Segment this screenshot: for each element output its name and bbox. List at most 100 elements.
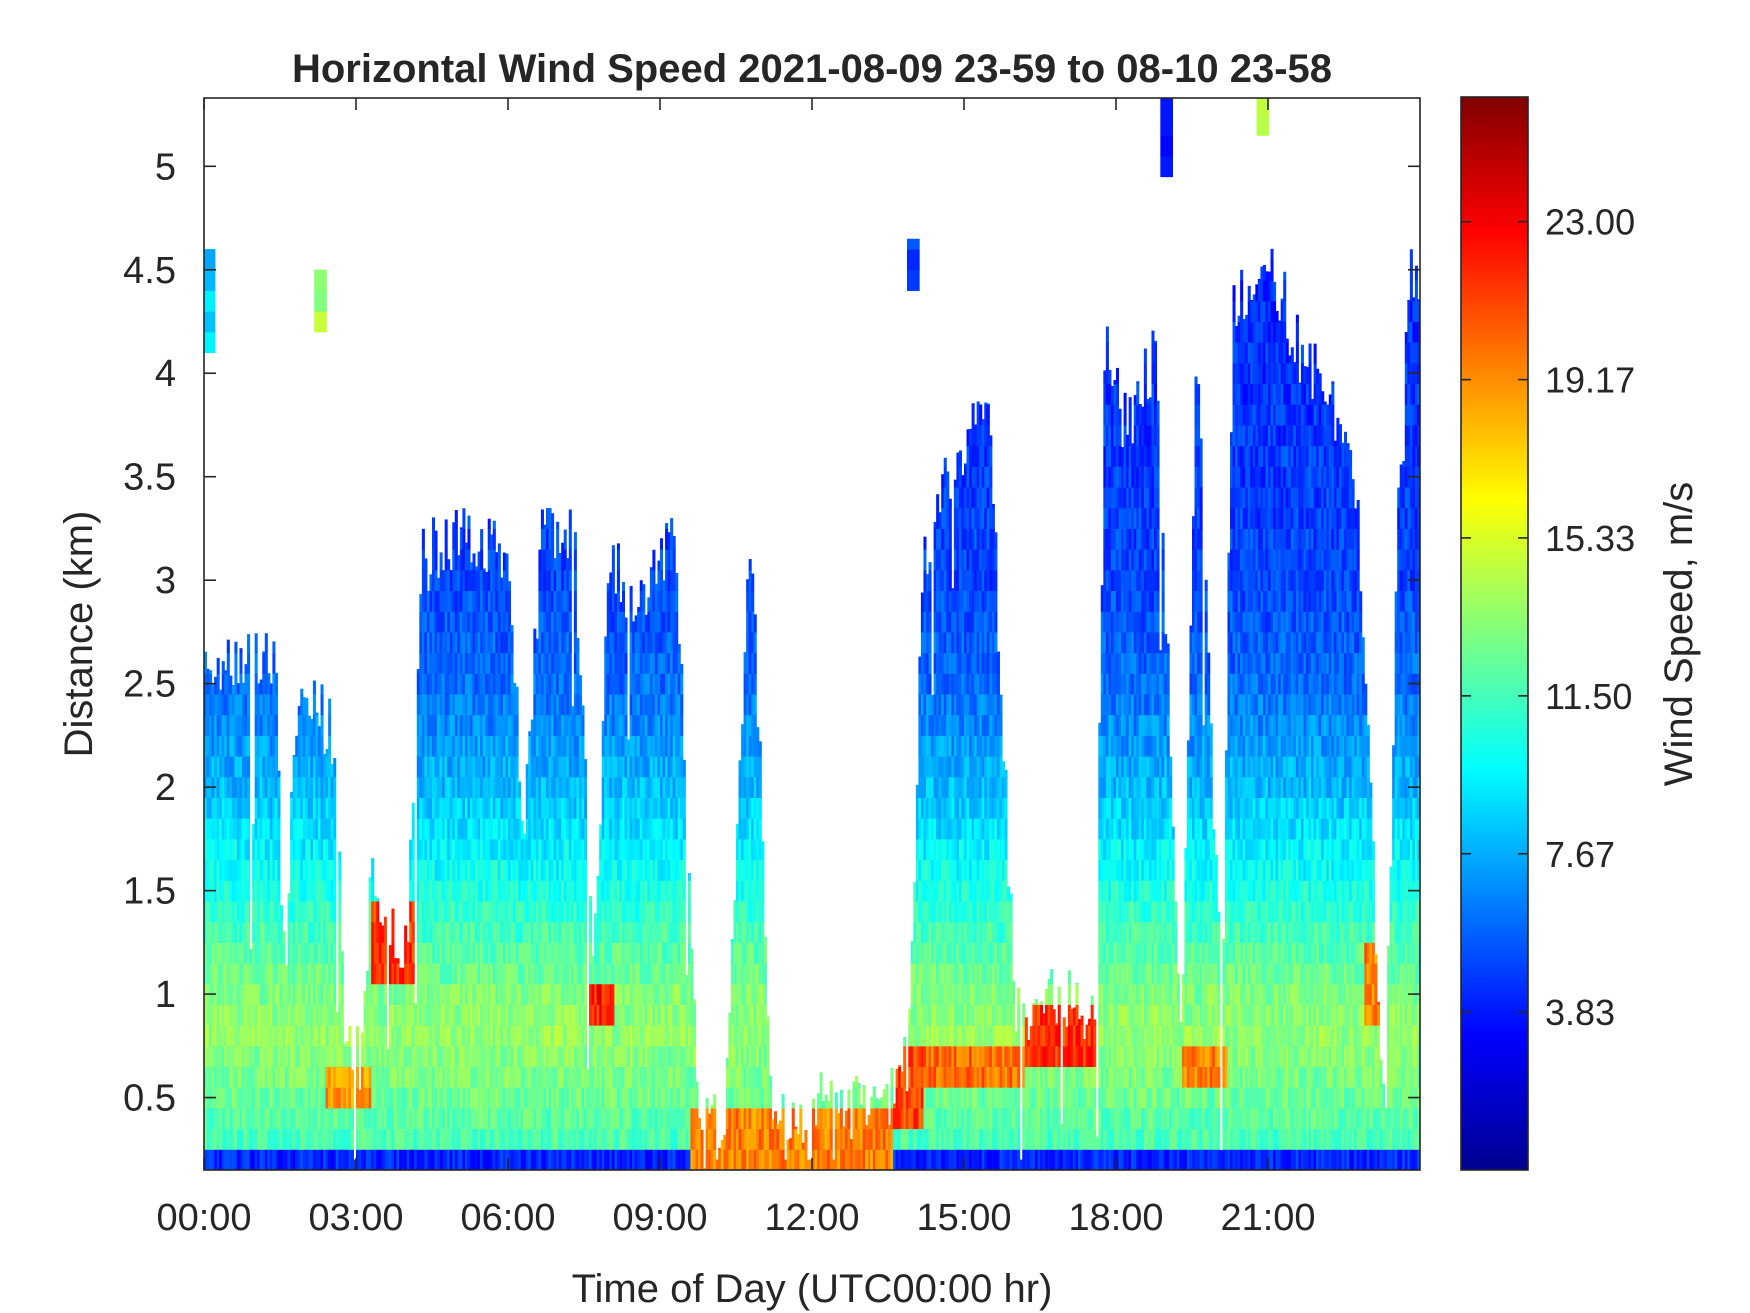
heatmap-cell [470, 652, 474, 674]
heatmap-cell [490, 652, 494, 674]
heatmap-cell [644, 880, 648, 902]
heatmap-cell [614, 963, 618, 985]
heatmap-cell [500, 880, 504, 902]
heatmap-cell [252, 859, 256, 881]
heatmap-cell [219, 838, 223, 861]
heatmap-cell [540, 735, 544, 757]
heatmap-cell [571, 942, 575, 964]
heatmap-cell [515, 686, 519, 695]
heatmap-cell [502, 921, 506, 943]
heatmap-cell [335, 1066, 339, 1088]
heatmap-cell [300, 1128, 304, 1150]
heatmap-cell [434, 673, 438, 695]
heatmap-cell [325, 859, 329, 881]
heatmap-cell [502, 1149, 506, 1170]
heatmap-cell [475, 1087, 479, 1109]
heatmap-cell [477, 756, 481, 778]
heatmap-cell [434, 963, 438, 985]
heatmap-cell [274, 735, 278, 757]
heatmap-cell [404, 925, 408, 943]
heatmap-cell [505, 880, 509, 902]
heatmap-cell [644, 983, 648, 1005]
heatmap-cell [492, 652, 496, 674]
heatmap-cell [490, 983, 494, 1005]
heatmap-cell [616, 963, 620, 985]
heatmap-cell [477, 1066, 481, 1088]
heatmap-cell [515, 1128, 519, 1150]
heatmap-cell [368, 1087, 372, 1109]
heatmap-cell [606, 900, 610, 923]
heatmap-cell [472, 673, 476, 695]
heatmap-cell [439, 1066, 443, 1088]
heatmap-cell [272, 714, 276, 736]
heatmap-cell [502, 673, 506, 695]
heatmap-cell [254, 859, 258, 881]
heatmap-cell [505, 611, 509, 633]
heatmap-cell [508, 590, 512, 612]
heatmap-cell [490, 611, 494, 633]
heatmap-cell [634, 942, 638, 964]
heatmap-cell [221, 1107, 225, 1130]
heatmap-cell [485, 611, 489, 633]
heatmap-cell [310, 921, 314, 943]
heatmap-cell [644, 652, 648, 674]
heatmap-cell [629, 859, 633, 881]
heatmap-cell [578, 1066, 582, 1088]
heatmap-cell [335, 1149, 339, 1170]
heatmap-cell [520, 963, 524, 985]
heatmap-cell [312, 818, 316, 840]
heatmap-cell [520, 859, 524, 881]
heatmap-cell [244, 1025, 248, 1047]
heatmap-cell [419, 735, 423, 757]
heatmap-cell [206, 668, 210, 674]
heatmap-cell [518, 859, 522, 881]
heatmap-cell [371, 858, 375, 861]
heatmap-cell [434, 1045, 438, 1068]
heatmap-cell [452, 838, 456, 861]
heatmap-cell [523, 833, 527, 840]
heatmap-cell [500, 714, 504, 736]
heatmap-cell [424, 838, 428, 861]
heatmap-cell [475, 900, 479, 923]
heatmap-cell [330, 838, 334, 861]
heatmap-cell [520, 1149, 524, 1170]
heatmap-cell [325, 1025, 329, 1047]
heatmap-cell [234, 756, 238, 778]
heatmap-cell [229, 1087, 233, 1109]
heatmap-cell [242, 1087, 246, 1109]
heatmap-cell [464, 963, 468, 985]
heatmap-cell [482, 1149, 486, 1170]
heatmap-cell [452, 1149, 456, 1170]
heatmap-cell [614, 1004, 618, 1026]
heatmap-cell [305, 797, 309, 819]
heatmap-cell [535, 1107, 539, 1130]
heatmap-cell [300, 921, 304, 943]
heatmap-cell [394, 1107, 398, 1130]
heatmap-cell [535, 838, 539, 861]
heatmap-cell [236, 797, 240, 819]
heatmap-cell [262, 838, 266, 861]
heatmap-cell [211, 714, 215, 736]
heatmap-cell [616, 1128, 620, 1150]
heatmap-cell [333, 1107, 337, 1130]
heatmap-cell [454, 1128, 458, 1150]
heatmap-cell [312, 900, 316, 923]
heatmap-cell [518, 838, 522, 861]
heatmap-cell [700, 1149, 704, 1170]
heatmap-cell [211, 684, 215, 695]
heatmap-cell [492, 1107, 496, 1130]
heatmap-cell [356, 1107, 360, 1130]
heatmap-cell [485, 963, 489, 985]
heatmap-cell [442, 942, 446, 964]
heatmap-cell [247, 818, 251, 840]
heatmap-cell [247, 776, 251, 798]
heatmap-cell [713, 1128, 717, 1150]
heatmap-cell [381, 925, 385, 943]
heatmap-cell [500, 900, 504, 923]
heatmap-cell [530, 900, 534, 923]
heatmap-cell [302, 880, 306, 902]
heatmap-cell [214, 818, 218, 840]
heatmap-cell [573, 756, 577, 778]
heatmap-cell [540, 1045, 544, 1068]
heatmap-cell [252, 983, 256, 1005]
